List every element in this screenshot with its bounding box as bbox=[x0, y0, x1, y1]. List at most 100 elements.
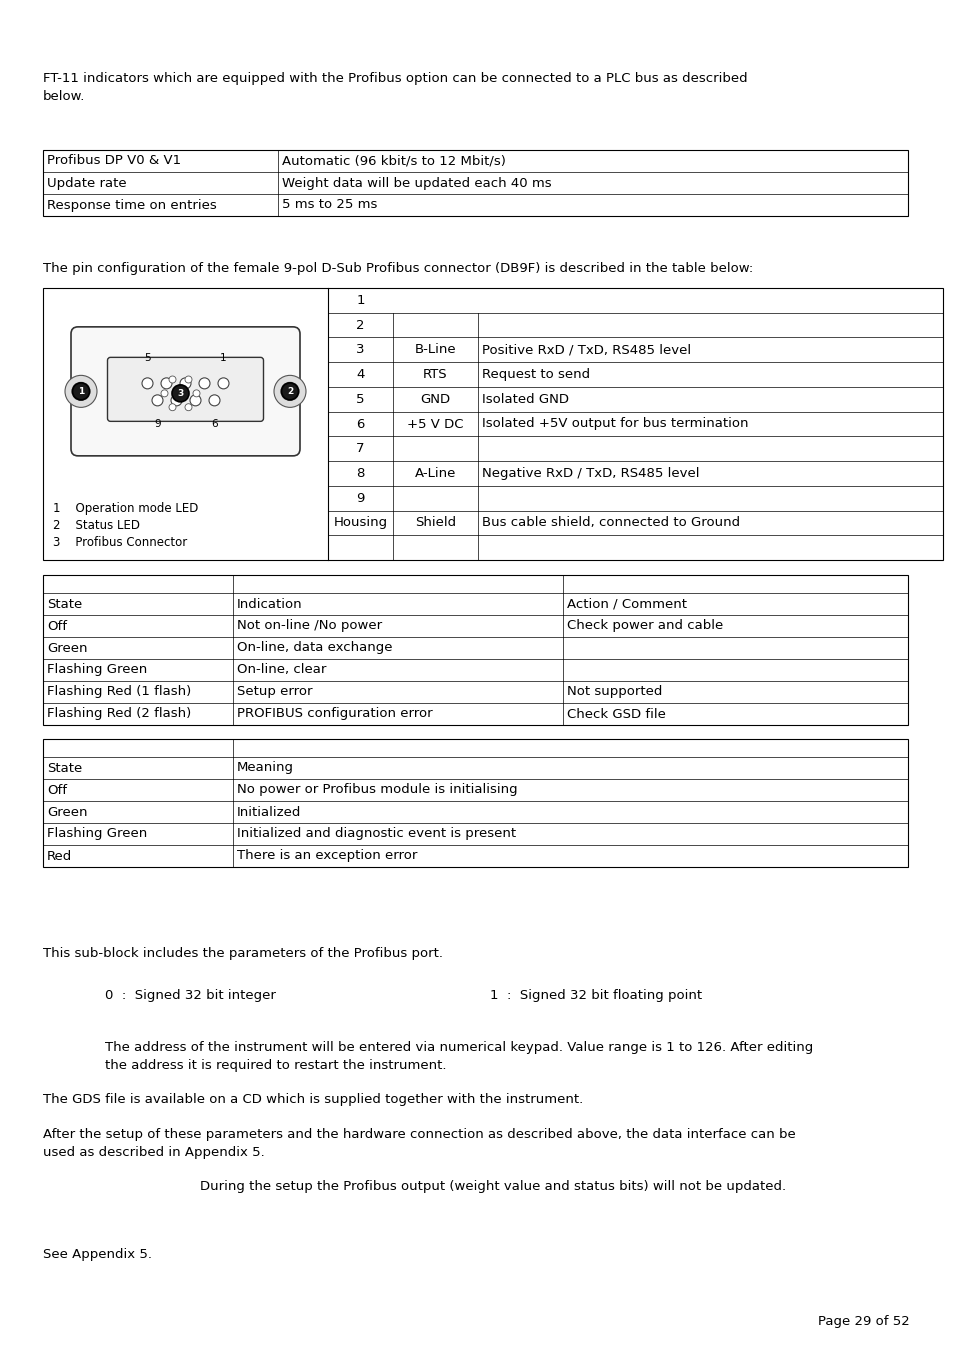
Bar bbox=[43, 150, 907, 216]
Circle shape bbox=[199, 378, 210, 389]
Text: Isolated +5V output for bus termination: Isolated +5V output for bus termination bbox=[481, 417, 748, 431]
Text: Page 29 of 52: Page 29 of 52 bbox=[818, 1315, 909, 1328]
Text: On-line, clear: On-line, clear bbox=[236, 663, 326, 676]
Circle shape bbox=[169, 377, 175, 383]
Circle shape bbox=[180, 378, 191, 389]
Bar bbox=[43, 738, 907, 867]
Circle shape bbox=[218, 378, 229, 389]
Text: 8: 8 bbox=[355, 467, 364, 481]
Circle shape bbox=[169, 404, 175, 410]
Text: During the setup the Profibus output (weight value and status bits) will not be : During the setup the Profibus output (we… bbox=[200, 1180, 785, 1193]
Text: State: State bbox=[47, 598, 82, 610]
Circle shape bbox=[185, 404, 192, 410]
Text: 1: 1 bbox=[220, 354, 227, 363]
Text: Flashing Green: Flashing Green bbox=[47, 663, 147, 676]
Text: Profibus DP V0 & V1: Profibus DP V0 & V1 bbox=[47, 154, 181, 167]
Text: The GDS file is available on a CD which is supplied together with the instrument: The GDS file is available on a CD which … bbox=[43, 1094, 582, 1106]
Text: Green: Green bbox=[47, 641, 88, 655]
Text: Shield: Shield bbox=[415, 517, 456, 529]
Text: 6: 6 bbox=[211, 420, 217, 429]
Text: There is an exception error: There is an exception error bbox=[236, 849, 417, 863]
Text: Negative RxD / TxD, RS485 level: Negative RxD / TxD, RS485 level bbox=[481, 467, 699, 481]
Text: Flashing Green: Flashing Green bbox=[47, 828, 147, 841]
Text: 1    Operation mode LED: 1 Operation mode LED bbox=[53, 502, 198, 514]
Circle shape bbox=[161, 378, 172, 389]
Text: +5 V DC: +5 V DC bbox=[407, 417, 463, 431]
Text: GND: GND bbox=[420, 393, 450, 406]
Text: Initialized and diagnostic event is present: Initialized and diagnostic event is pres… bbox=[236, 828, 516, 841]
Text: See Appendix 5.: See Appendix 5. bbox=[43, 1247, 152, 1261]
Text: On-line, data exchange: On-line, data exchange bbox=[236, 641, 392, 655]
Text: Red: Red bbox=[47, 849, 72, 863]
Circle shape bbox=[274, 375, 306, 408]
Text: 3    Profibus Connector: 3 Profibus Connector bbox=[53, 536, 187, 549]
Text: Off: Off bbox=[47, 620, 67, 633]
Text: The address of the instrument will be entered via numerical keypad. Value range : The address of the instrument will be en… bbox=[105, 1041, 812, 1054]
Text: 2: 2 bbox=[287, 387, 293, 396]
Text: Isolated GND: Isolated GND bbox=[481, 393, 568, 406]
Circle shape bbox=[185, 377, 192, 383]
Text: Bus cable shield, connected to Ground: Bus cable shield, connected to Ground bbox=[481, 517, 740, 529]
Circle shape bbox=[142, 378, 152, 389]
Circle shape bbox=[72, 383, 90, 400]
Text: Response time on entries: Response time on entries bbox=[47, 198, 216, 212]
Circle shape bbox=[65, 375, 97, 408]
Text: Positive RxD / TxD, RS485 level: Positive RxD / TxD, RS485 level bbox=[481, 343, 690, 356]
Circle shape bbox=[281, 383, 298, 400]
Text: 3: 3 bbox=[355, 343, 364, 356]
Text: Flashing Red (1 flash): Flashing Red (1 flash) bbox=[47, 686, 191, 698]
Text: Off: Off bbox=[47, 783, 67, 796]
Text: 9: 9 bbox=[154, 420, 161, 429]
Circle shape bbox=[71, 382, 90, 401]
Text: No power or Profibus module is initialising: No power or Profibus module is initialis… bbox=[236, 783, 517, 796]
Text: 5: 5 bbox=[144, 354, 151, 363]
Text: The pin configuration of the female 9-pol D-Sub Profibus connector (DB9F) is des: The pin configuration of the female 9-po… bbox=[43, 262, 753, 275]
Text: FT-11 indicators which are equipped with the Profibus option can be connected to: FT-11 indicators which are equipped with… bbox=[43, 72, 747, 85]
Bar bbox=[43, 288, 942, 560]
Circle shape bbox=[172, 385, 189, 402]
Text: After the setup of these parameters and the hardware connection as described abo: After the setup of these parameters and … bbox=[43, 1129, 795, 1141]
Text: 1: 1 bbox=[355, 294, 364, 306]
Text: Not supported: Not supported bbox=[566, 686, 661, 698]
Text: PROFIBUS configuration error: PROFIBUS configuration error bbox=[236, 707, 432, 721]
Text: RTS: RTS bbox=[423, 369, 447, 381]
Text: 5 ms to 25 ms: 5 ms to 25 ms bbox=[282, 198, 377, 212]
Text: B-Line: B-Line bbox=[415, 343, 456, 356]
Circle shape bbox=[171, 394, 182, 406]
FancyBboxPatch shape bbox=[71, 327, 299, 456]
Text: 6: 6 bbox=[355, 417, 364, 431]
Text: Automatic (96 kbit/s to 12 Mbit/s): Automatic (96 kbit/s to 12 Mbit/s) bbox=[282, 154, 505, 167]
Text: Indication: Indication bbox=[236, 598, 302, 610]
Text: used as described in Appendix 5.: used as described in Appendix 5. bbox=[43, 1146, 265, 1160]
Text: A-Line: A-Line bbox=[415, 467, 456, 481]
Text: Green: Green bbox=[47, 806, 88, 818]
Circle shape bbox=[209, 394, 220, 406]
Circle shape bbox=[161, 390, 168, 397]
Circle shape bbox=[190, 394, 201, 406]
Text: Action / Comment: Action / Comment bbox=[566, 598, 686, 610]
Text: Check GSD file: Check GSD file bbox=[566, 707, 665, 721]
Circle shape bbox=[281, 382, 298, 401]
Text: 1  :  Signed 32 bit floating point: 1 : Signed 32 bit floating point bbox=[490, 990, 701, 1002]
Text: 9: 9 bbox=[355, 491, 364, 505]
Circle shape bbox=[193, 390, 200, 397]
Text: below.: below. bbox=[43, 90, 85, 103]
Text: This sub-block includes the parameters of the Profibus port.: This sub-block includes the parameters o… bbox=[43, 946, 442, 960]
Text: 2    Status LED: 2 Status LED bbox=[53, 518, 140, 532]
Text: 1: 1 bbox=[78, 387, 84, 396]
Text: Check power and cable: Check power and cable bbox=[566, 620, 722, 633]
Text: Flashing Red (2 flash): Flashing Red (2 flash) bbox=[47, 707, 191, 721]
Text: 5: 5 bbox=[355, 393, 364, 406]
Bar bbox=[43, 575, 907, 725]
FancyBboxPatch shape bbox=[108, 358, 263, 421]
Text: State: State bbox=[47, 761, 82, 775]
Text: Weight data will be updated each 40 ms: Weight data will be updated each 40 ms bbox=[282, 177, 551, 189]
Text: the address it is required to restart the instrument.: the address it is required to restart th… bbox=[105, 1058, 446, 1072]
Text: 7: 7 bbox=[355, 443, 364, 455]
Text: Setup error: Setup error bbox=[236, 686, 313, 698]
Text: 4: 4 bbox=[355, 369, 364, 381]
Circle shape bbox=[152, 394, 163, 406]
Text: Update rate: Update rate bbox=[47, 177, 127, 189]
Text: Request to send: Request to send bbox=[481, 369, 590, 381]
Text: 3: 3 bbox=[177, 389, 183, 398]
